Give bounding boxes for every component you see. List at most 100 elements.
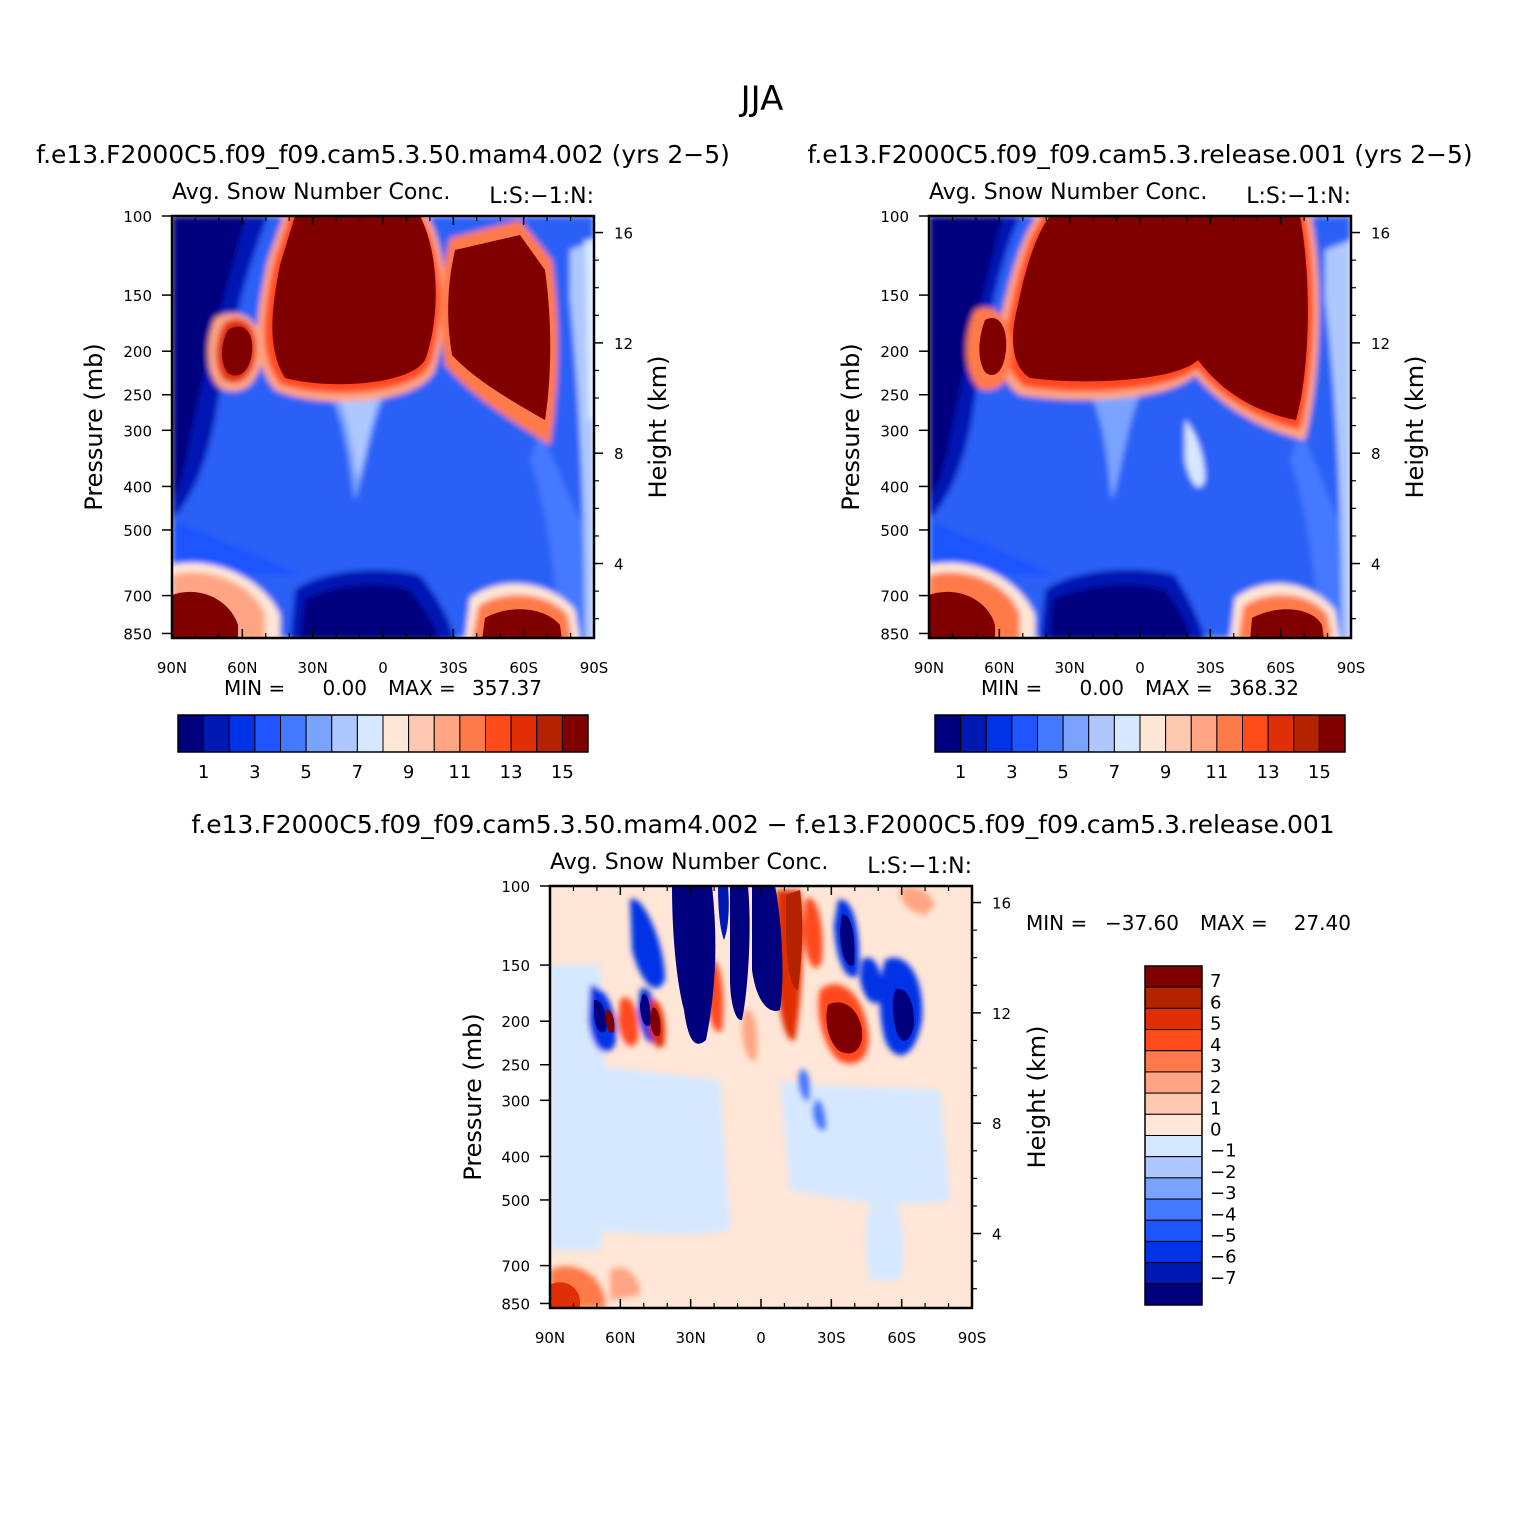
pressure-tick-label: 100 — [123, 208, 152, 226]
colorbar-label: 1 — [198, 762, 209, 783]
pressure-tick-label: 100 — [880, 208, 909, 226]
pressure-tick-label: 500 — [880, 522, 909, 540]
colorbar-label: −4 — [1210, 1204, 1237, 1225]
colorbar-swatch — [408, 714, 435, 753]
colorbar-swatch — [1293, 714, 1320, 753]
colorbar-label: 1 — [955, 762, 966, 783]
panel-release: f.e13.F2000C5.f09_f09.cam5.3.release.001… — [807, 140, 1472, 783]
panel-case-title: f.e13.F2000C5.f09_f09.cam5.3.50.mam4.002… — [191, 810, 1334, 839]
colorbar-swatch — [536, 714, 563, 753]
x-tick-label: 90N — [914, 659, 944, 677]
colorbar-swatch — [1144, 1092, 1203, 1115]
left-subtitle: L:S:−1:N: — [489, 184, 594, 209]
height-tick-label: 8 — [992, 1115, 1002, 1133]
colorbar-label: 0 — [1210, 1120, 1221, 1141]
colorbar-swatch — [485, 714, 512, 753]
height-tick-label: 4 — [992, 1226, 1002, 1244]
colorbar-swatch — [1144, 1262, 1203, 1285]
colorbar-swatch — [1088, 714, 1115, 753]
x-tick-label: 60S — [509, 659, 538, 677]
pressure-tick-label: 250 — [501, 1057, 530, 1075]
colorbar-label: 1 — [1210, 1098, 1221, 1119]
colorbar-swatch — [1144, 1135, 1203, 1158]
colorbar-swatch — [1144, 1198, 1203, 1221]
contour-field — [172, 216, 594, 638]
x-tick-label: 90S — [1337, 659, 1366, 677]
colorbar-swatch — [1062, 714, 1090, 753]
panel-mam4: f.e13.F2000C5.f09_f09.cam5.3.50.mam4.002… — [36, 140, 730, 783]
pressure-tick-label: 400 — [880, 478, 909, 496]
colorbar-frame — [934, 714, 1346, 753]
colorbar-label: 15 — [1308, 762, 1331, 783]
colorbar-swatch — [1144, 965, 1203, 988]
colorbar-swatch — [1113, 714, 1141, 753]
colorbar-label: 3 — [1210, 1056, 1221, 1077]
colorbar-swatch — [960, 714, 987, 753]
colorbar-label: 15 — [551, 762, 574, 783]
colorbar-swatch — [561, 714, 589, 753]
pressure-tick-label: 850 — [501, 1295, 530, 1313]
pressure-tick-label: 500 — [501, 1192, 530, 1210]
colorbar-label: 7 — [1109, 762, 1120, 783]
x-tick-label: 30N — [1055, 659, 1085, 677]
colorbar-label: 3 — [1006, 762, 1017, 783]
colorbar-swatch — [1144, 1240, 1203, 1264]
pressure-tick-label: 850 — [880, 625, 909, 643]
contour-field — [550, 886, 972, 1308]
height-tick-label: 4 — [614, 556, 624, 574]
colorbar-swatch — [433, 714, 461, 753]
pressure-axis-label: Pressure (mb) — [837, 343, 865, 510]
colorbar-label: 11 — [1205, 762, 1228, 783]
min-value: 0.00 — [322, 676, 367, 700]
colorbar-label: −6 — [1210, 1247, 1237, 1268]
height-axis-label: Height (km) — [644, 356, 672, 499]
colorbar-label: 13 — [1257, 762, 1280, 783]
colorbar-swatch — [1144, 1050, 1203, 1073]
colorbar-label: 5 — [1057, 762, 1068, 783]
x-tick-label: 90N — [157, 659, 187, 677]
colorbar-frame — [1144, 965, 1203, 1306]
colorbar-swatch — [985, 714, 1013, 753]
panel-difference: f.e13.F2000C5.f09_f09.cam5.3.50.mam4.002… — [191, 810, 1351, 1347]
max-label: MAX = — [1145, 676, 1213, 700]
min-label: MIN = — [981, 676, 1042, 700]
height-tick-label: 12 — [614, 335, 633, 353]
colorbar-swatch — [1318, 714, 1346, 753]
min-value: −37.60 — [1105, 911, 1179, 935]
colorbar-swatch — [1144, 1029, 1203, 1052]
left-subtitle: L:S:−1:N: — [1246, 184, 1351, 209]
colorbar-swatch — [1144, 1177, 1203, 1200]
colorbar-swatch — [1037, 714, 1064, 753]
colorbar-label: 6 — [1210, 992, 1221, 1013]
colorbar-swatch — [1144, 1071, 1203, 1094]
colorbar-label: −1 — [1210, 1141, 1237, 1162]
height-tick-label: 8 — [1371, 445, 1381, 463]
x-tick-label: 0 — [378, 659, 388, 677]
variable-label: Avg. Snow Number Conc. — [172, 180, 450, 205]
colorbar: 1 3 5 7 9 11 13 15 — [177, 714, 589, 783]
colorbar-swatch — [254, 714, 281, 753]
pressure-tick-label: 200 — [501, 1013, 530, 1031]
colorbar-label: −2 — [1210, 1162, 1237, 1183]
colorbar-label: −7 — [1210, 1268, 1237, 1289]
x-tick-label: 60N — [605, 1329, 635, 1347]
x-tick-label: 0 — [1135, 659, 1145, 677]
pressure-tick-label: 500 — [123, 522, 152, 540]
pressure-tick-label: 700 — [123, 588, 152, 606]
pressure-tick-label: 700 — [501, 1258, 530, 1276]
colorbar-swatch — [305, 714, 333, 753]
colorbar-swatch — [1144, 1007, 1203, 1031]
max-label: MAX = — [1200, 911, 1268, 935]
colorbar-swatch — [356, 714, 384, 753]
x-tick-label: 60S — [887, 1329, 916, 1347]
x-tick-label: 60N — [984, 659, 1014, 677]
left-subtitle: L:S:−1:N: — [867, 854, 972, 879]
colorbar-swatch — [1216, 714, 1243, 753]
colorbar-label: 7 — [352, 762, 363, 783]
axes: 90N 60N 30N 0 30S 60S 90S 100 150 200 250 300 400 500… — [501, 878, 1011, 1347]
colorbar-swatch — [228, 714, 256, 753]
colorbar-swatch — [510, 714, 538, 753]
variable-label: Avg. Snow Number Conc. — [550, 850, 828, 875]
